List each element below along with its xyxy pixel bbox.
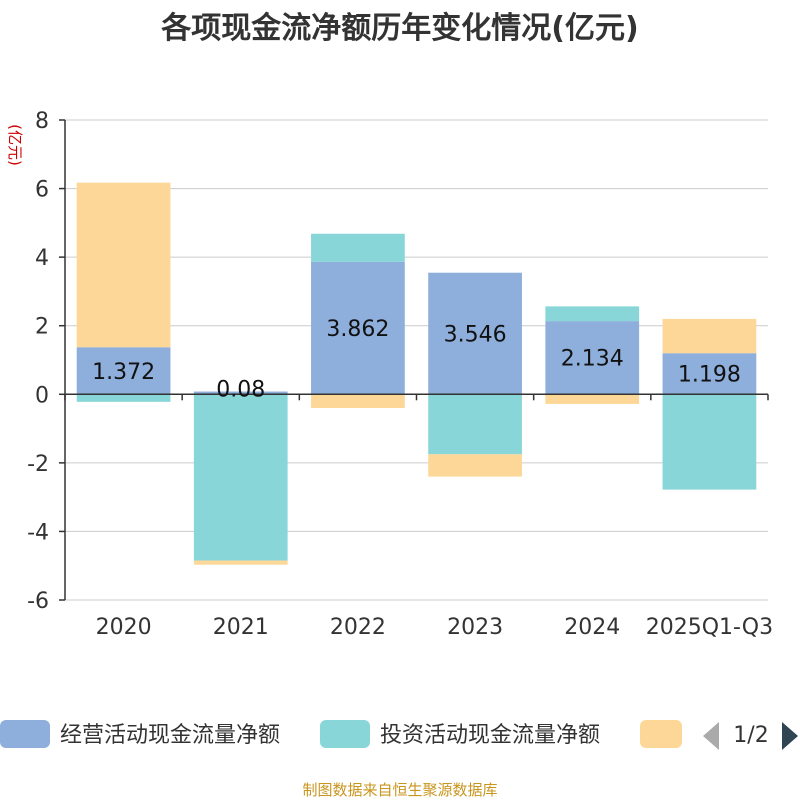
bar-2025Q1-Q3-series-0: [662, 353, 757, 395]
source-note: 制图数据来自恒生聚源数据库: [302, 781, 497, 799]
y-tick-label: -6: [27, 589, 49, 614]
bar-2022-series-0: [311, 261, 405, 395]
bar-2023-series-1: [428, 394, 522, 455]
y-tick-label: 0: [35, 383, 49, 408]
bar-2021-series-2: [193, 560, 288, 565]
y-tick-label: 8: [35, 109, 49, 134]
bar-2022-series-1: [311, 233, 405, 262]
x-tick-label: 2025Q1-Q3: [646, 615, 773, 640]
bar-2024-series-1: [545, 306, 640, 322]
legend: 经营活动现金流量净额 投资活动现金流量净额 1/2: [0, 720, 798, 750]
bar-2023-series-2: [428, 454, 522, 477]
bar-2025Q1-Q3-series-1: [662, 394, 757, 490]
data-label-2021: 0.08: [216, 377, 265, 402]
x-tick-label: 2022: [330, 615, 386, 640]
bar-2020-series-0: [76, 347, 171, 395]
legend-swatch-2[interactable]: [640, 720, 682, 748]
y-axis-label: (亿元): [6, 124, 24, 166]
y-tick-label: 2: [35, 315, 49, 340]
legend-page-indicator: 1/2: [733, 723, 768, 748]
bar-2020-series-1: [76, 394, 171, 402]
data-label-2020: 1.372: [92, 360, 155, 385]
bar-2024-series-2: [545, 394, 640, 404]
x-tick-label: 2023: [447, 615, 503, 640]
bar-2021-series-1: [193, 394, 288, 561]
x-tick-label: 2024: [564, 615, 620, 640]
legend-label-0[interactable]: 经营活动现金流量净额: [60, 723, 280, 748]
x-tick-label: 2021: [213, 615, 269, 640]
bar-2021-series-0: [193, 391, 288, 395]
bar-2024-series-0: [545, 321, 640, 395]
y-tick-label: 6: [35, 178, 49, 203]
bar-2020-series-2: [76, 182, 171, 348]
bar-2022-series-2: [311, 394, 405, 408]
chart-title: 各项现金流净额历年变化情况(亿元): [160, 11, 638, 46]
data-label-2024: 2.134: [561, 347, 624, 372]
bar-2023-series-0: [428, 272, 522, 395]
data-label-2023: 3.546: [444, 322, 507, 347]
legend-next-page-icon[interactable]: [782, 722, 798, 750]
bar-2025Q1-Q3-series-2: [662, 318, 757, 354]
legend-swatch-0[interactable]: [0, 720, 50, 748]
data-label-2022: 3.862: [326, 317, 389, 342]
y-tick-label: -2: [27, 452, 49, 477]
data-label-2025Q1-Q3: 1.198: [678, 363, 741, 388]
legend-label-1[interactable]: 投资活动现金流量净额: [380, 723, 600, 748]
x-tick-label: 2020: [96, 615, 152, 640]
y-tick-label: -4: [27, 520, 49, 545]
legend-prev-page-icon[interactable]: [703, 722, 719, 750]
y-tick-label: 4: [35, 246, 49, 271]
legend-swatch-1[interactable]: [320, 720, 370, 748]
